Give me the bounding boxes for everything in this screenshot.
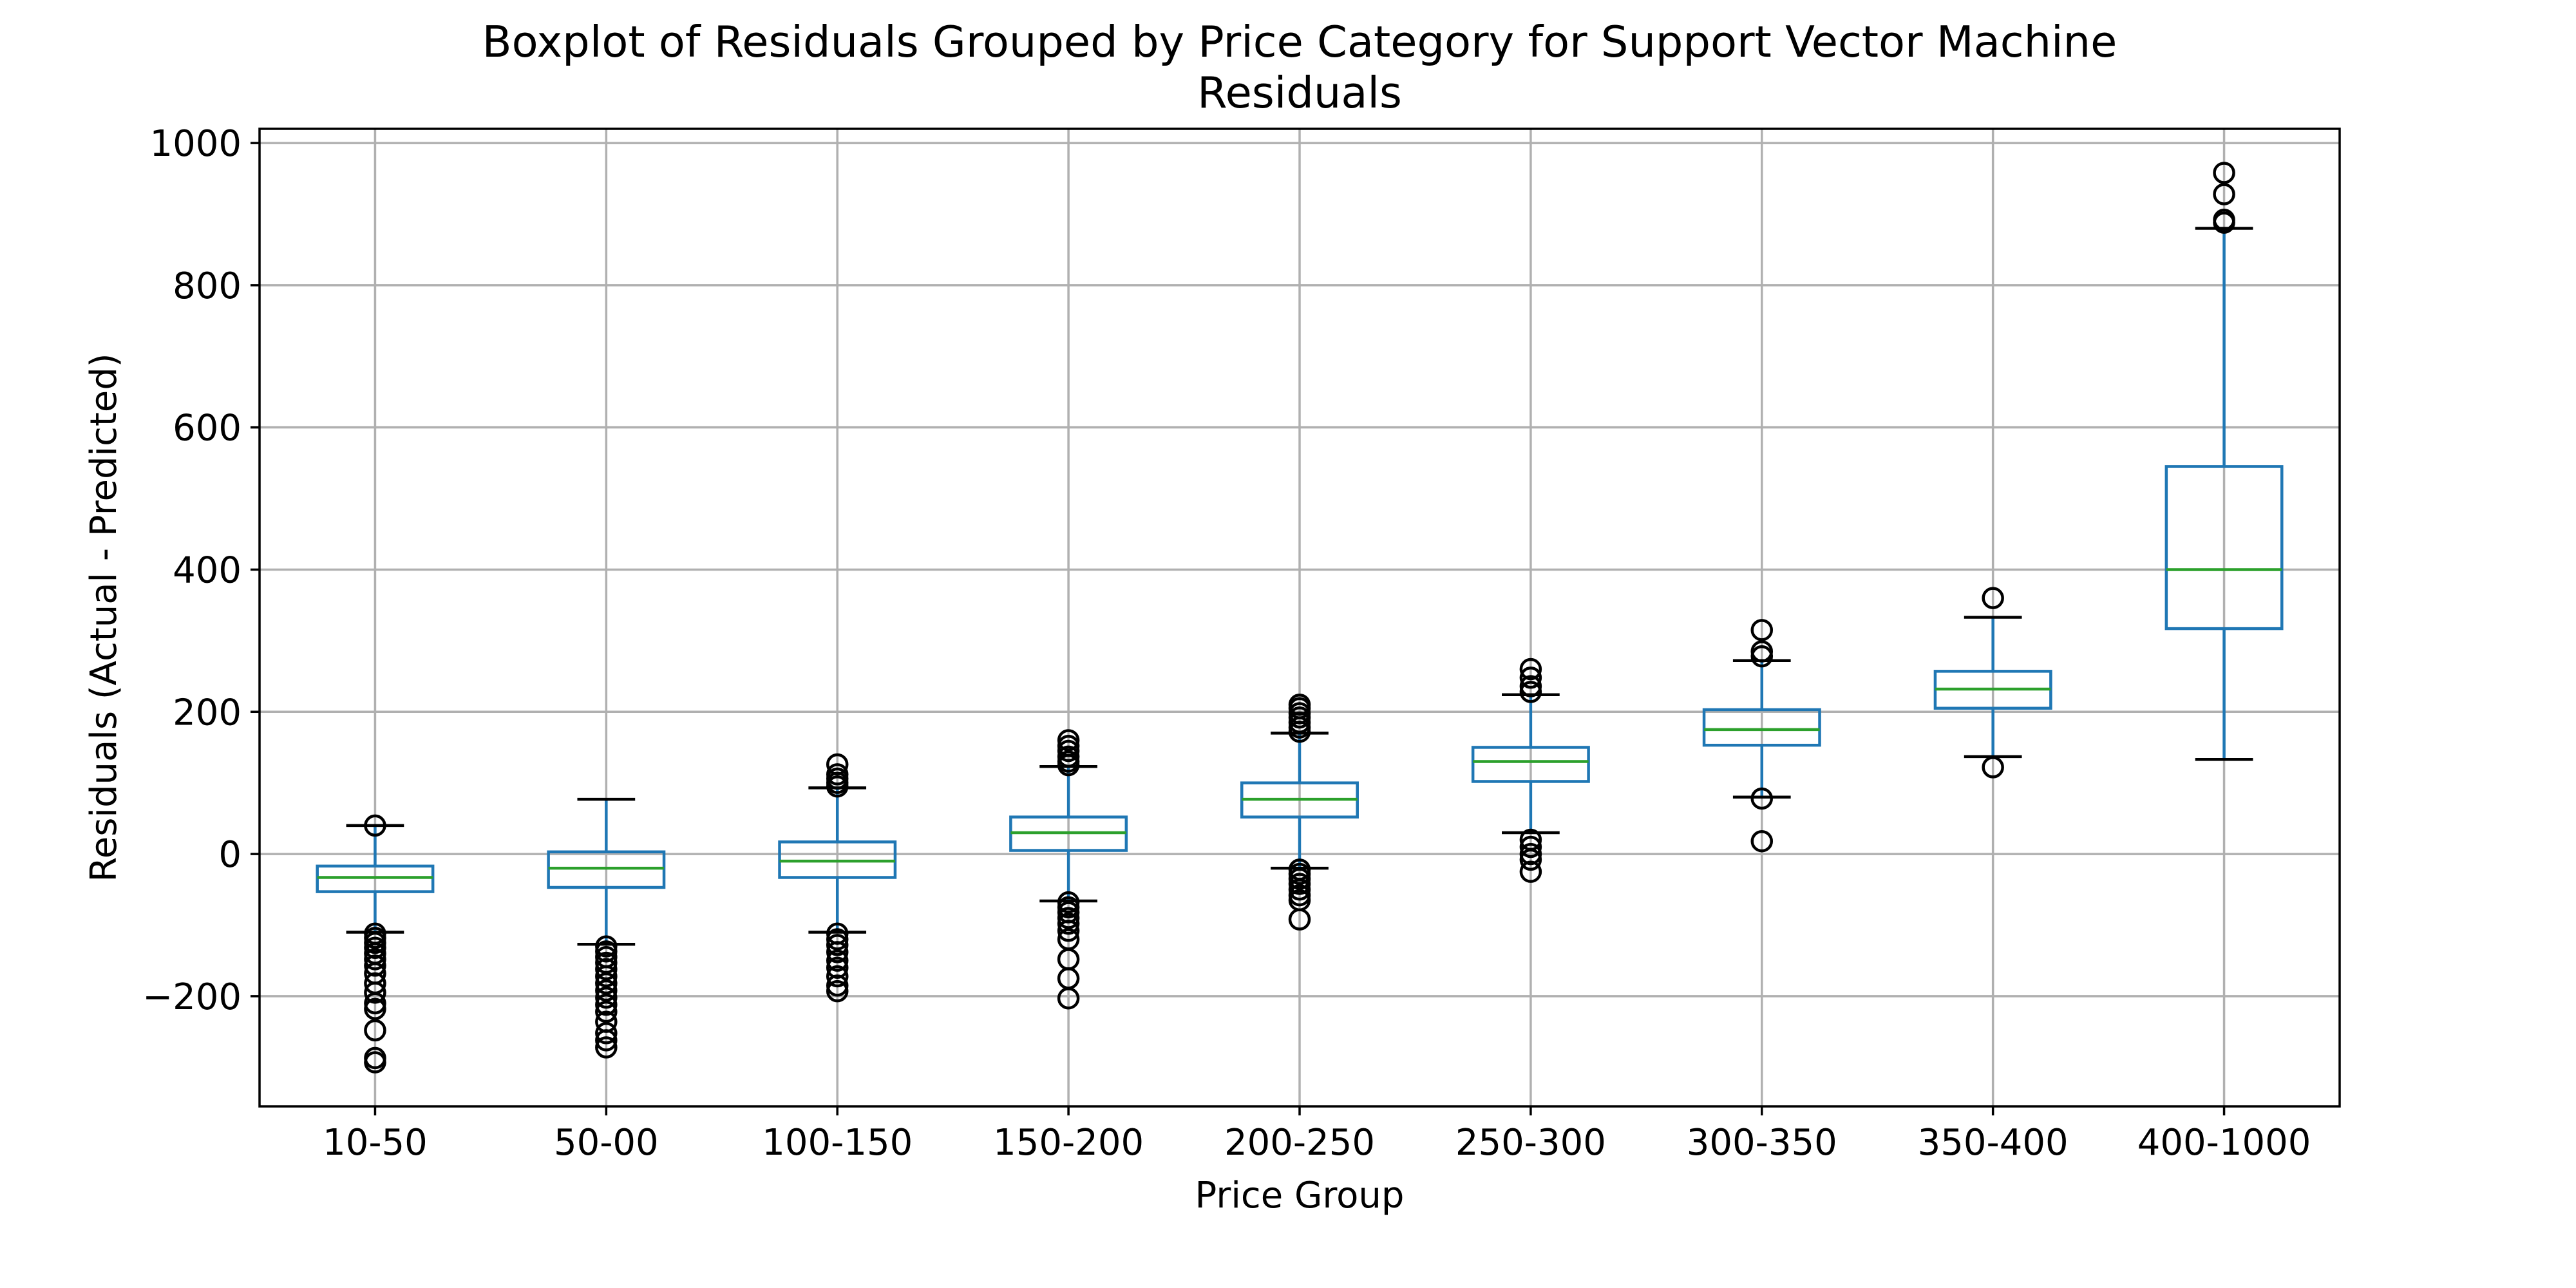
outlier-point — [1750, 619, 1774, 641]
x-tick-label: 200-250 — [1224, 1122, 1375, 1164]
outlier-point — [1982, 756, 2004, 779]
y-tick-label: 0 — [218, 834, 242, 876]
outlier-point — [826, 941, 849, 963]
box-group — [316, 814, 435, 1074]
outlier-point — [826, 965, 849, 988]
outlier-point — [595, 958, 618, 981]
outlier-point — [1057, 913, 1080, 935]
grid-layer — [260, 129, 2340, 1106]
outlier-point — [2213, 183, 2235, 205]
outlier-point — [826, 974, 849, 997]
outlier-point — [595, 993, 618, 1016]
outlier-point — [595, 1000, 618, 1023]
outlier-point — [1750, 640, 1774, 663]
outlier-point — [826, 956, 849, 979]
x-tick-label: 100-150 — [762, 1122, 913, 1164]
outlier-point — [1057, 735, 1080, 757]
outlier-point — [364, 1019, 386, 1042]
outlier-point — [1288, 693, 1311, 716]
outlier-point — [1288, 878, 1311, 901]
box-group — [1471, 658, 1590, 883]
box-group — [1702, 619, 1821, 853]
outlier-point — [1057, 920, 1080, 942]
outlier-point — [1519, 848, 1542, 871]
outlier-point — [1750, 787, 1774, 810]
x-axis-label: Price Group — [1195, 1175, 1405, 1217]
outlier-point — [595, 1036, 618, 1059]
outlier-point — [1057, 987, 1080, 1010]
outlier-point — [364, 1051, 386, 1074]
box-group — [1009, 729, 1128, 1010]
outlier-point — [595, 1022, 618, 1045]
outlier-point — [1519, 860, 1542, 883]
outlier-point — [595, 965, 618, 988]
outlier-point — [595, 940, 618, 963]
box-iqr — [2164, 465, 2284, 630]
outlier-point — [1750, 829, 1774, 853]
outlier-point — [1519, 658, 1542, 681]
outlier-point — [595, 1029, 618, 1052]
outlier-point — [364, 814, 386, 837]
outlier-point — [1519, 667, 1542, 689]
y-tick-label: 600 — [173, 408, 242, 450]
outlier-point — [826, 928, 849, 951]
outlier-point — [595, 979, 618, 1002]
box-group — [1240, 693, 1359, 931]
outlier-point — [826, 980, 849, 1003]
y-tick-label: 400 — [173, 549, 242, 591]
box-group — [2164, 162, 2284, 761]
outlier-point — [1057, 907, 1080, 929]
outlier-point — [1288, 873, 1311, 895]
x-tick-label: 350-400 — [1918, 1122, 2069, 1164]
outlier-point — [1519, 835, 1542, 858]
outlier-point — [1057, 729, 1080, 752]
x-tick-label: 50-00 — [554, 1122, 659, 1164]
axis-layer: −200 0 200 400 600 800 1000 10-50 50-00 100-150 15… — [142, 123, 2311, 1164]
x-tick-label: 300-350 — [1687, 1122, 1837, 1164]
outlier-point — [1519, 842, 1542, 866]
outlier-point — [2213, 162, 2235, 184]
x-tick-label: 250-300 — [1455, 1122, 1606, 1164]
outlier-point — [1519, 675, 1542, 697]
outlier-point — [364, 948, 386, 971]
outlier-point — [826, 949, 849, 972]
outlier-point — [1288, 908, 1311, 931]
box-layer — [316, 162, 2284, 1074]
outlier-point — [364, 998, 386, 1021]
y-tick-label: 800 — [173, 265, 242, 307]
chart-subtitle: Residuals — [1197, 68, 1402, 118]
y-tick-label: 200 — [173, 692, 242, 734]
outlier-point — [595, 986, 618, 1009]
y-tick-label: 1000 — [149, 123, 242, 165]
x-tick-label: 400-1000 — [2137, 1122, 2311, 1164]
outlier-point — [364, 936, 386, 960]
outlier-point — [2213, 209, 2235, 231]
outlier-point — [364, 992, 386, 1015]
outlier-point — [1057, 745, 1080, 768]
outlier-point — [826, 934, 849, 956]
outlier-point — [826, 763, 849, 786]
outlier-point — [826, 753, 849, 776]
outlier-point — [1519, 681, 1542, 703]
box-group — [547, 797, 666, 1059]
x-tick-label: 10-50 — [323, 1122, 428, 1164]
box-group — [1933, 587, 2052, 779]
x-tick-label: 150-200 — [993, 1122, 1144, 1164]
box-iqr — [1702, 708, 1821, 747]
y-tick-label: −200 — [142, 976, 242, 1018]
outlier-point — [364, 981, 386, 1004]
outlier-point — [595, 972, 618, 995]
outlier-point — [364, 954, 386, 977]
box-iqr — [1471, 746, 1590, 783]
chart-title: Boxplot of Residuals Grouped by Price Ca… — [482, 17, 2117, 67]
box-group — [778, 753, 897, 1003]
outlier-point — [1982, 587, 2004, 609]
y-axis-label: Residuals (Actual - Predicted) — [83, 353, 125, 882]
